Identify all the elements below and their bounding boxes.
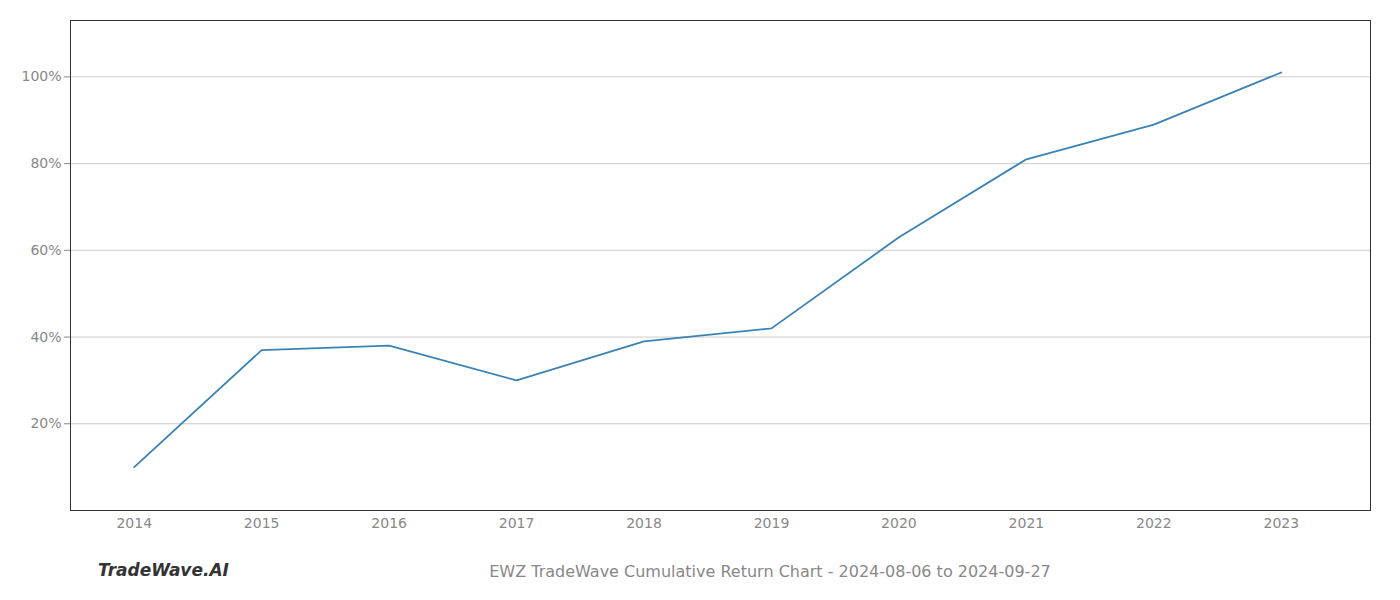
svg-text:2017: 2017 [499,515,535,531]
svg-text:2021: 2021 [1009,515,1045,531]
svg-text:2023: 2023 [1263,515,1299,531]
svg-text:2020: 2020 [881,515,917,531]
svg-text:2019: 2019 [754,515,790,531]
svg-text:2014: 2014 [116,515,152,531]
svg-text:2022: 2022 [1136,515,1172,531]
html-text:EWZ TradeWave Cumulative Retur: EWZ TradeWave Cumulative Return Chart - … [489,562,1051,581]
svg-text:40%: 40% [30,329,61,345]
html-text:TradeWave.AI: TradeWave.AI [98,560,229,580]
svg-text:60%: 60% [30,242,61,258]
svg-text:20%: 20% [30,415,61,431]
svg-text:2016: 2016 [371,515,407,531]
svg-text:2018: 2018 [626,515,662,531]
svg-text:80%: 80% [30,155,61,171]
svg-text:100%: 100% [21,68,61,84]
svg-text:2015: 2015 [244,515,280,531]
